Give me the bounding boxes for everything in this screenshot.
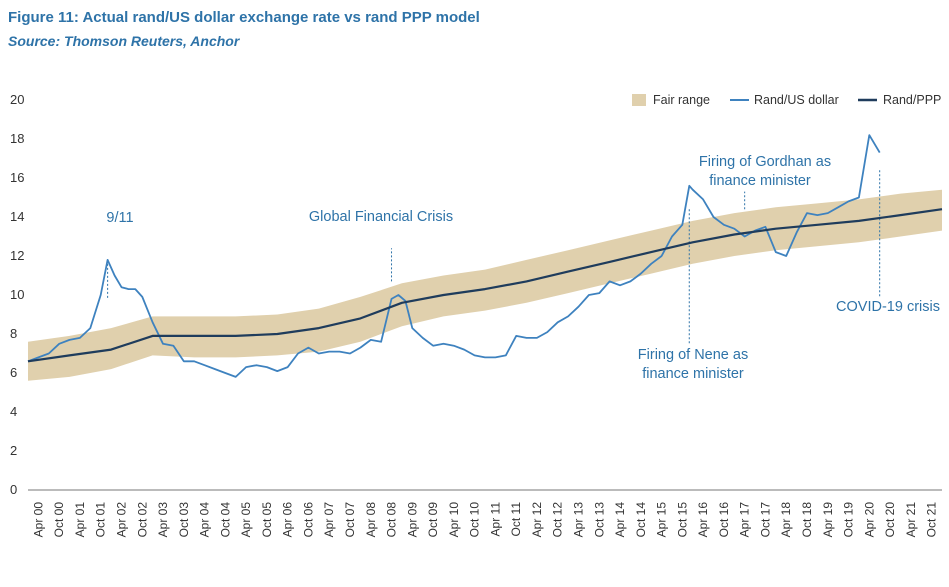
x-tick-label: Oct 10 <box>468 502 482 538</box>
y-tick-label: 18 <box>10 131 24 146</box>
y-tick-label: 6 <box>10 365 17 380</box>
y-tick-label: 12 <box>10 248 24 263</box>
legend-fair-range-swatch <box>632 94 646 106</box>
x-tick-label: Oct 00 <box>52 502 66 538</box>
annotation-nene-line1: Firing of Nene as <box>638 347 748 363</box>
x-tick-label: Apr 18 <box>779 502 793 538</box>
x-tick-label: Apr 13 <box>572 502 586 538</box>
y-tick-label: 2 <box>10 443 17 458</box>
legend-rand-ppp-label: Rand/PPP <box>883 93 941 107</box>
y-tick-label: 16 <box>10 170 24 185</box>
rand-ppp-line <box>27 208 943 363</box>
y-tick-label: 20 <box>10 92 24 107</box>
y-tick-label: 0 <box>10 482 17 497</box>
x-tick-label: Oct 04 <box>218 502 232 538</box>
x-tick-label: Apr 20 <box>862 502 876 538</box>
x-tick-label: Oct 17 <box>758 502 772 538</box>
figure-source: Source: Thomson Reuters, Anchor <box>8 33 240 49</box>
x-tick-label: Apr 03 <box>156 502 170 538</box>
x-tick-label: Apr 00 <box>31 502 45 538</box>
x-tick-label: Oct 15 <box>675 502 689 538</box>
annotation-gordhan-line1: Firing of Gordhan as <box>699 154 831 170</box>
x-tick-label: Apr 02 <box>115 502 129 538</box>
x-tick-label: Oct 12 <box>551 502 565 538</box>
x-tick-label: Oct 13 <box>592 502 606 538</box>
x-tick-label: Apr 14 <box>613 502 627 538</box>
x-tick-label: Oct 18 <box>800 502 814 538</box>
x-tick-label: Apr 16 <box>696 502 710 538</box>
x-tick-label: Apr 08 <box>364 502 378 538</box>
x-tick-label: Oct 20 <box>883 502 897 538</box>
x-tick-label: Oct 19 <box>842 502 856 538</box>
x-tick-label: Oct 16 <box>717 502 731 538</box>
rand-usd-line <box>27 134 881 378</box>
y-tick-label: 8 <box>10 326 17 341</box>
x-tick-label: Oct 21 <box>925 502 939 538</box>
x-tick-label: Apr 06 <box>281 502 295 538</box>
annotation-gfc: Global Financial Crisis <box>309 209 453 225</box>
x-tick-label: Oct 11 <box>509 502 523 537</box>
y-tick-label: 4 <box>10 404 17 419</box>
x-tick-label: Oct 05 <box>260 502 274 538</box>
x-tick-label: Apr 09 <box>405 502 419 538</box>
x-tick-label: Oct 02 <box>135 502 149 538</box>
x-tick-label: Oct 09 <box>426 502 440 538</box>
x-tick-label: Apr 15 <box>655 502 669 538</box>
x-tick-label: Oct 01 <box>94 502 108 538</box>
y-tick-label: 14 <box>10 209 24 224</box>
x-tick-label: Apr 07 <box>322 502 336 538</box>
x-tick-label: Apr 21 <box>904 502 918 538</box>
x-tick-label: Apr 10 <box>447 502 461 538</box>
annotation-9-11: 9/11 <box>106 210 133 226</box>
x-tick-label: Apr 19 <box>821 502 835 538</box>
x-tick-label: Apr 11 <box>488 502 502 537</box>
x-tick-label: Apr 05 <box>239 502 253 538</box>
x-tick-label: Oct 07 <box>343 502 357 538</box>
y-tick-label: 10 <box>10 287 24 302</box>
annotation-gordhan-line2: finance minister <box>709 173 811 189</box>
x-tick-label: Oct 06 <box>301 502 315 538</box>
x-tick-label: Oct 03 <box>177 502 191 538</box>
annotation-covid: COVID-19 crisis <box>836 299 940 315</box>
annotation-nene-line2: finance minister <box>642 366 744 382</box>
legend-fair-range-label: Fair range <box>653 93 710 107</box>
x-tick-label: Apr 01 <box>73 502 87 538</box>
x-tick-label: Oct 08 <box>385 502 399 538</box>
x-tick-label: Apr 04 <box>198 502 212 538</box>
x-tick-label: Apr 17 <box>738 502 752 538</box>
figure-title: Figure 11: Actual rand/US dollar exchang… <box>8 9 480 26</box>
legend-rand-usd-label: Rand/US dollar <box>754 93 839 107</box>
x-tick-label: Oct 14 <box>634 502 648 538</box>
x-tick-label: Apr 12 <box>530 502 544 538</box>
